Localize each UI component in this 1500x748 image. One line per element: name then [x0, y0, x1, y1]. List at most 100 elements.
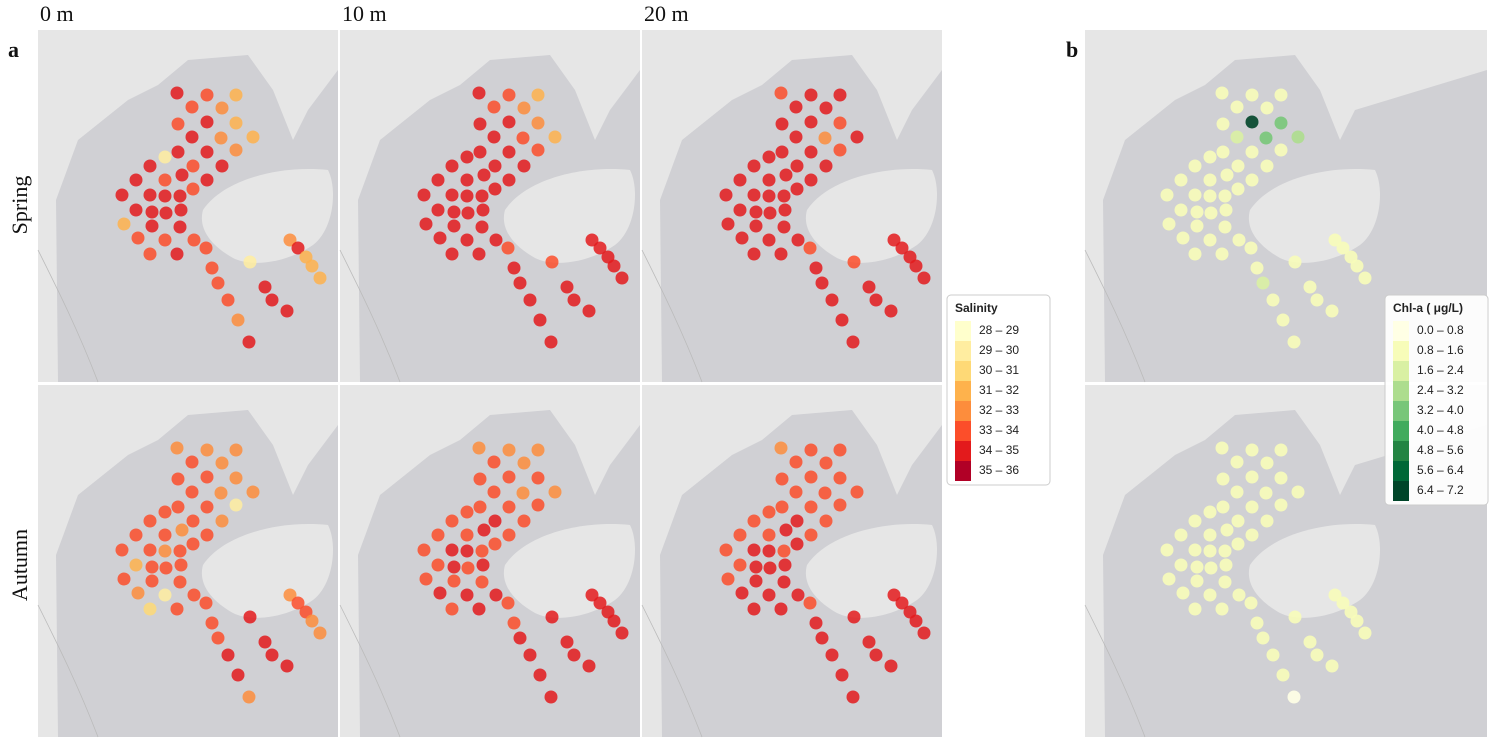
station: [615, 626, 629, 640]
station: [187, 588, 201, 602]
station: [472, 247, 486, 261]
station: [1291, 130, 1305, 144]
station: [1250, 261, 1264, 275]
station: [170, 247, 184, 261]
legend-label: 29 – 30: [979, 343, 1019, 357]
station: [544, 335, 558, 349]
station: [159, 561, 173, 575]
station: [159, 206, 173, 220]
station: [869, 648, 883, 662]
station: [473, 145, 487, 159]
station: [762, 173, 776, 187]
station: [291, 241, 305, 255]
station: [804, 88, 818, 102]
station: [819, 456, 833, 470]
station: [531, 498, 545, 512]
station: [887, 233, 901, 247]
station: [804, 115, 818, 129]
station: [231, 313, 245, 327]
station: [143, 514, 157, 528]
station: [804, 528, 818, 542]
station: [1256, 276, 1270, 290]
station: [762, 505, 776, 519]
station: [205, 616, 219, 630]
station: [1244, 241, 1258, 255]
station: [833, 143, 847, 157]
station: [431, 173, 445, 187]
station: [585, 233, 599, 247]
station: [804, 145, 818, 159]
station: [763, 206, 777, 220]
legend-swatch: [1393, 441, 1409, 461]
panel-letter: a: [8, 37, 19, 62]
station: [215, 456, 229, 470]
station: [1274, 88, 1288, 102]
station: [1204, 206, 1218, 220]
station: [447, 574, 461, 588]
station: [460, 588, 474, 602]
station: [531, 88, 545, 102]
station: [531, 143, 545, 157]
station: [895, 241, 909, 255]
station: [1218, 544, 1232, 558]
station: [487, 130, 501, 144]
station: [917, 271, 931, 285]
legend-title: Salinity: [955, 301, 998, 315]
station: [1218, 220, 1232, 234]
station: [507, 261, 521, 275]
station: [472, 602, 486, 616]
station: [819, 514, 833, 528]
station: [1245, 500, 1259, 514]
station: [615, 271, 629, 285]
station: [774, 602, 788, 616]
station: [1215, 86, 1229, 100]
station: [1188, 247, 1202, 261]
station: [818, 486, 832, 500]
station: [719, 543, 733, 557]
station: [200, 443, 214, 457]
station: [762, 544, 776, 558]
station: [1174, 558, 1188, 572]
station: [545, 610, 559, 624]
legend-label: 33 – 34: [979, 423, 1019, 437]
station: [460, 173, 474, 187]
station: [199, 241, 213, 255]
station: [243, 610, 257, 624]
station: [835, 313, 849, 327]
station: [472, 86, 486, 100]
station: [1259, 131, 1273, 145]
station: [215, 514, 229, 528]
station: [516, 131, 530, 145]
station: [419, 217, 433, 231]
station: [433, 231, 447, 245]
station: [582, 659, 596, 673]
station: [187, 233, 201, 247]
station: [1266, 648, 1280, 662]
station: [1219, 203, 1233, 217]
map-panel: [339, 30, 640, 383]
station: [488, 514, 502, 528]
station: [170, 86, 184, 100]
station: [200, 88, 214, 102]
station: [833, 88, 847, 102]
station: [749, 574, 763, 588]
station: [749, 560, 763, 574]
station: [1358, 626, 1372, 640]
station: [502, 528, 516, 542]
depth-label: 10 m: [342, 1, 387, 26]
station: [229, 471, 243, 485]
station: [171, 500, 185, 514]
station: [229, 443, 243, 457]
station: [1216, 472, 1230, 486]
station: [789, 455, 803, 469]
legend-swatch: [1393, 481, 1409, 501]
station: [517, 456, 531, 470]
station: [749, 219, 763, 233]
station: [607, 614, 621, 628]
station: [778, 558, 792, 572]
station: [145, 560, 159, 574]
station: [1203, 505, 1217, 519]
station: [419, 572, 433, 586]
station: [777, 189, 791, 203]
map-panel: [641, 385, 942, 738]
